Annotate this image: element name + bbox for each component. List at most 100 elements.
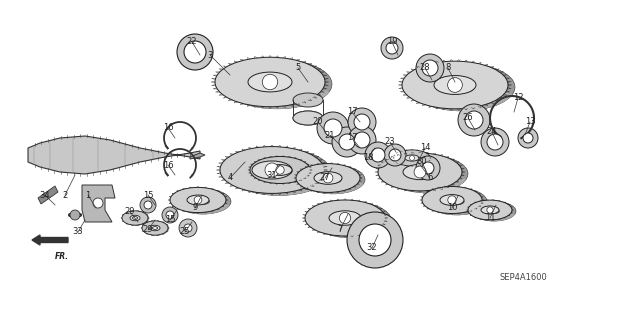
Polygon shape [439, 212, 445, 214]
Polygon shape [398, 163, 401, 164]
Polygon shape [334, 235, 342, 237]
Polygon shape [476, 218, 481, 219]
Polygon shape [298, 183, 304, 185]
Polygon shape [476, 208, 481, 210]
Polygon shape [397, 163, 401, 164]
Polygon shape [484, 104, 493, 107]
Ellipse shape [252, 161, 292, 179]
Polygon shape [353, 186, 359, 189]
Polygon shape [435, 107, 445, 110]
Ellipse shape [293, 111, 323, 125]
Polygon shape [222, 206, 228, 208]
Polygon shape [405, 166, 409, 167]
Polygon shape [346, 189, 352, 191]
Polygon shape [415, 191, 423, 193]
Text: 5: 5 [296, 63, 301, 72]
Polygon shape [426, 163, 429, 164]
Polygon shape [323, 233, 330, 235]
Polygon shape [332, 192, 339, 194]
Polygon shape [253, 175, 258, 178]
Ellipse shape [341, 215, 360, 224]
Polygon shape [309, 189, 316, 191]
Polygon shape [454, 109, 463, 111]
Polygon shape [395, 161, 399, 162]
Polygon shape [483, 219, 488, 221]
Polygon shape [408, 96, 416, 99]
Polygon shape [255, 178, 262, 180]
Polygon shape [298, 180, 304, 182]
Polygon shape [330, 235, 338, 237]
Polygon shape [470, 213, 474, 215]
Polygon shape [342, 191, 348, 193]
Polygon shape [404, 165, 408, 166]
Polygon shape [82, 185, 115, 222]
Polygon shape [248, 191, 257, 193]
Polygon shape [474, 208, 481, 211]
Polygon shape [300, 180, 307, 182]
Polygon shape [307, 175, 312, 178]
Polygon shape [244, 104, 254, 107]
Polygon shape [314, 191, 321, 193]
Ellipse shape [250, 157, 310, 183]
Polygon shape [477, 218, 482, 219]
Polygon shape [410, 166, 413, 167]
Polygon shape [492, 220, 497, 221]
Polygon shape [218, 90, 226, 93]
Polygon shape [209, 211, 215, 213]
Polygon shape [247, 104, 257, 107]
Polygon shape [470, 211, 476, 212]
Ellipse shape [329, 211, 361, 225]
Text: 33: 33 [72, 227, 83, 236]
Polygon shape [352, 187, 358, 189]
Polygon shape [278, 193, 288, 195]
Polygon shape [413, 190, 420, 193]
Circle shape [179, 219, 197, 237]
Polygon shape [284, 192, 294, 195]
Circle shape [262, 74, 278, 90]
Circle shape [410, 156, 415, 160]
Polygon shape [305, 100, 314, 103]
Polygon shape [438, 212, 444, 214]
Polygon shape [408, 190, 417, 192]
Text: 13: 13 [525, 117, 535, 127]
Polygon shape [423, 164, 426, 165]
Polygon shape [474, 217, 479, 219]
Polygon shape [455, 182, 463, 184]
Polygon shape [412, 99, 420, 102]
Ellipse shape [411, 157, 419, 161]
Polygon shape [219, 208, 225, 210]
Polygon shape [421, 165, 425, 166]
Polygon shape [428, 106, 437, 108]
Circle shape [184, 224, 192, 232]
Polygon shape [401, 189, 408, 191]
Polygon shape [436, 189, 444, 191]
Polygon shape [282, 193, 291, 195]
Polygon shape [273, 193, 283, 196]
Polygon shape [189, 212, 195, 214]
Polygon shape [375, 229, 382, 232]
Polygon shape [459, 109, 468, 111]
Polygon shape [310, 190, 317, 192]
Polygon shape [216, 209, 222, 211]
Polygon shape [257, 192, 267, 195]
Polygon shape [478, 218, 483, 220]
Polygon shape [454, 213, 461, 215]
Circle shape [381, 37, 403, 59]
Polygon shape [406, 166, 410, 167]
Polygon shape [428, 208, 433, 210]
Polygon shape [228, 183, 237, 186]
Polygon shape [200, 212, 207, 214]
Polygon shape [423, 104, 433, 107]
Polygon shape [432, 190, 440, 192]
Circle shape [347, 212, 403, 268]
Polygon shape [387, 184, 394, 186]
Polygon shape [399, 188, 406, 190]
Polygon shape [301, 102, 310, 105]
Polygon shape [268, 193, 278, 196]
Polygon shape [278, 183, 284, 185]
Polygon shape [504, 93, 513, 96]
Text: 14: 14 [420, 144, 430, 152]
Ellipse shape [222, 59, 332, 109]
Polygon shape [403, 189, 410, 191]
Polygon shape [290, 182, 296, 184]
